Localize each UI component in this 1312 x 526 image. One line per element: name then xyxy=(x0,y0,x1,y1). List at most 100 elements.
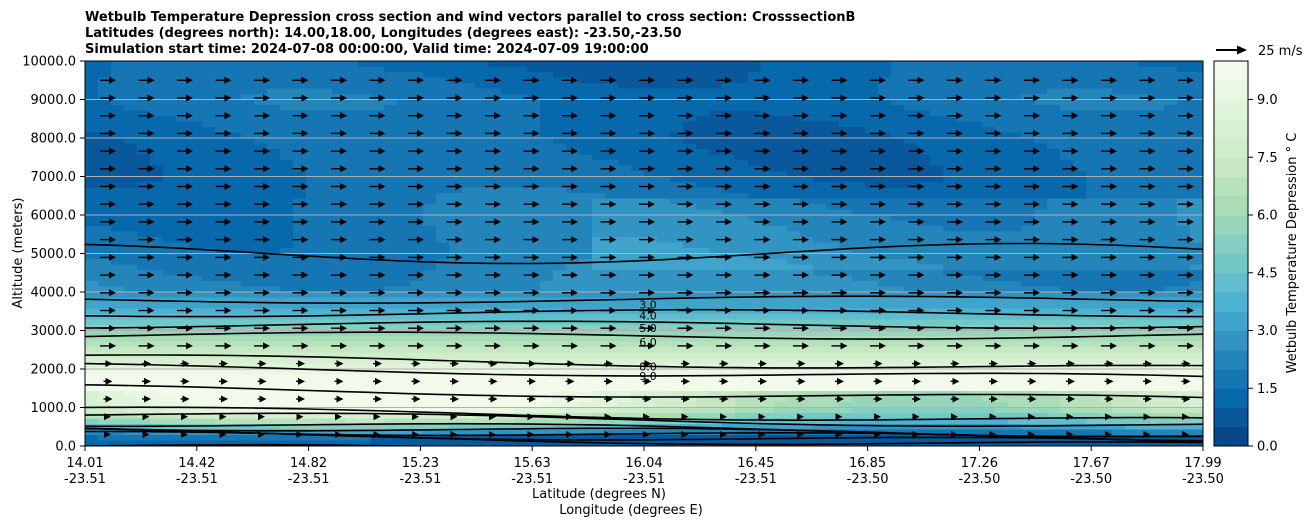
field-cell xyxy=(969,341,983,348)
field-cell xyxy=(488,286,502,293)
field-cell xyxy=(748,99,762,106)
field-cell xyxy=(137,385,151,392)
field-cell xyxy=(410,160,424,167)
field-cell xyxy=(150,358,164,365)
field-cell xyxy=(1008,83,1022,90)
field-cell xyxy=(176,303,190,310)
field-cell xyxy=(839,292,853,299)
field-cell xyxy=(176,275,190,282)
field-cell xyxy=(254,171,268,178)
field-cell xyxy=(826,341,840,348)
field-cell xyxy=(982,413,996,420)
field-cell xyxy=(995,110,1009,117)
field-cell xyxy=(930,402,944,409)
field-cell xyxy=(904,259,918,266)
field-cell xyxy=(527,72,541,79)
field-cell xyxy=(891,407,905,414)
field-cell xyxy=(163,132,177,139)
field-cell xyxy=(501,286,515,293)
field-cell xyxy=(319,237,333,244)
field-cell xyxy=(644,187,658,194)
field-cell xyxy=(579,248,593,255)
field-cell xyxy=(813,66,827,73)
field-cell xyxy=(150,286,164,293)
field-cell xyxy=(98,215,112,222)
field-cell xyxy=(254,138,268,145)
field-cell xyxy=(384,253,398,260)
field-cell xyxy=(956,187,970,194)
field-cell xyxy=(514,440,528,446)
field-cell xyxy=(462,314,476,321)
field-cell xyxy=(267,171,281,178)
field-cell xyxy=(618,116,632,123)
field-cell xyxy=(514,220,528,227)
field-cell xyxy=(501,220,515,227)
field-cell xyxy=(917,281,931,288)
field-cell xyxy=(241,187,255,194)
field-cell xyxy=(605,286,619,293)
field-cell xyxy=(982,374,996,381)
field-cell xyxy=(150,253,164,260)
field-cell xyxy=(371,66,385,73)
field-cell xyxy=(852,176,866,183)
field-cell xyxy=(722,369,736,376)
field-cell xyxy=(917,352,931,359)
field-cell xyxy=(332,110,346,117)
field-cell xyxy=(540,424,554,431)
field-cell xyxy=(254,286,268,293)
field-cell xyxy=(176,341,190,348)
field-cell xyxy=(384,380,398,387)
field-cell xyxy=(306,407,320,414)
field-cell xyxy=(228,292,242,299)
field-cell xyxy=(670,330,684,337)
field-cell xyxy=(527,402,541,409)
field-cell xyxy=(514,149,528,156)
field-cell xyxy=(397,182,411,189)
field-cell xyxy=(787,72,801,79)
field-cell xyxy=(813,297,827,304)
field-cell xyxy=(345,369,359,376)
field-cell xyxy=(657,352,671,359)
field-cell xyxy=(306,110,320,117)
field-cell xyxy=(904,66,918,73)
field-cell xyxy=(397,160,411,167)
field-cell xyxy=(267,297,281,304)
field-cell xyxy=(865,154,879,161)
field-cell xyxy=(566,105,580,112)
field-cell xyxy=(85,187,99,194)
field-cell xyxy=(956,402,970,409)
field-cell xyxy=(813,292,827,299)
field-cell xyxy=(306,336,320,343)
field-cell xyxy=(618,413,632,420)
field-cell xyxy=(917,193,931,200)
field-cell xyxy=(150,308,164,315)
field-cell xyxy=(540,435,554,442)
field-cell xyxy=(553,61,567,68)
field-cell xyxy=(995,385,1009,392)
field-cell xyxy=(527,374,541,381)
field-cell xyxy=(397,198,411,205)
field-cell xyxy=(527,116,541,123)
field-cell xyxy=(813,99,827,106)
field-cell xyxy=(553,352,567,359)
field-cell xyxy=(306,61,320,68)
field-cell xyxy=(202,259,216,266)
field-cell xyxy=(709,226,723,233)
field-cell xyxy=(709,314,723,321)
field-cell xyxy=(384,116,398,123)
field-cell xyxy=(995,187,1009,194)
field-cell xyxy=(891,83,905,90)
field-cell xyxy=(579,176,593,183)
field-cell xyxy=(267,187,281,194)
field-cell xyxy=(813,281,827,288)
field-cell xyxy=(462,72,476,79)
field-cell xyxy=(124,336,138,343)
field-cell xyxy=(670,61,684,68)
field-cell xyxy=(202,132,216,139)
field-cell xyxy=(85,424,99,431)
field-cell xyxy=(761,110,775,117)
field-cell xyxy=(462,149,476,156)
field-cell xyxy=(358,314,372,321)
field-cell xyxy=(358,237,372,244)
field-cell xyxy=(345,385,359,392)
